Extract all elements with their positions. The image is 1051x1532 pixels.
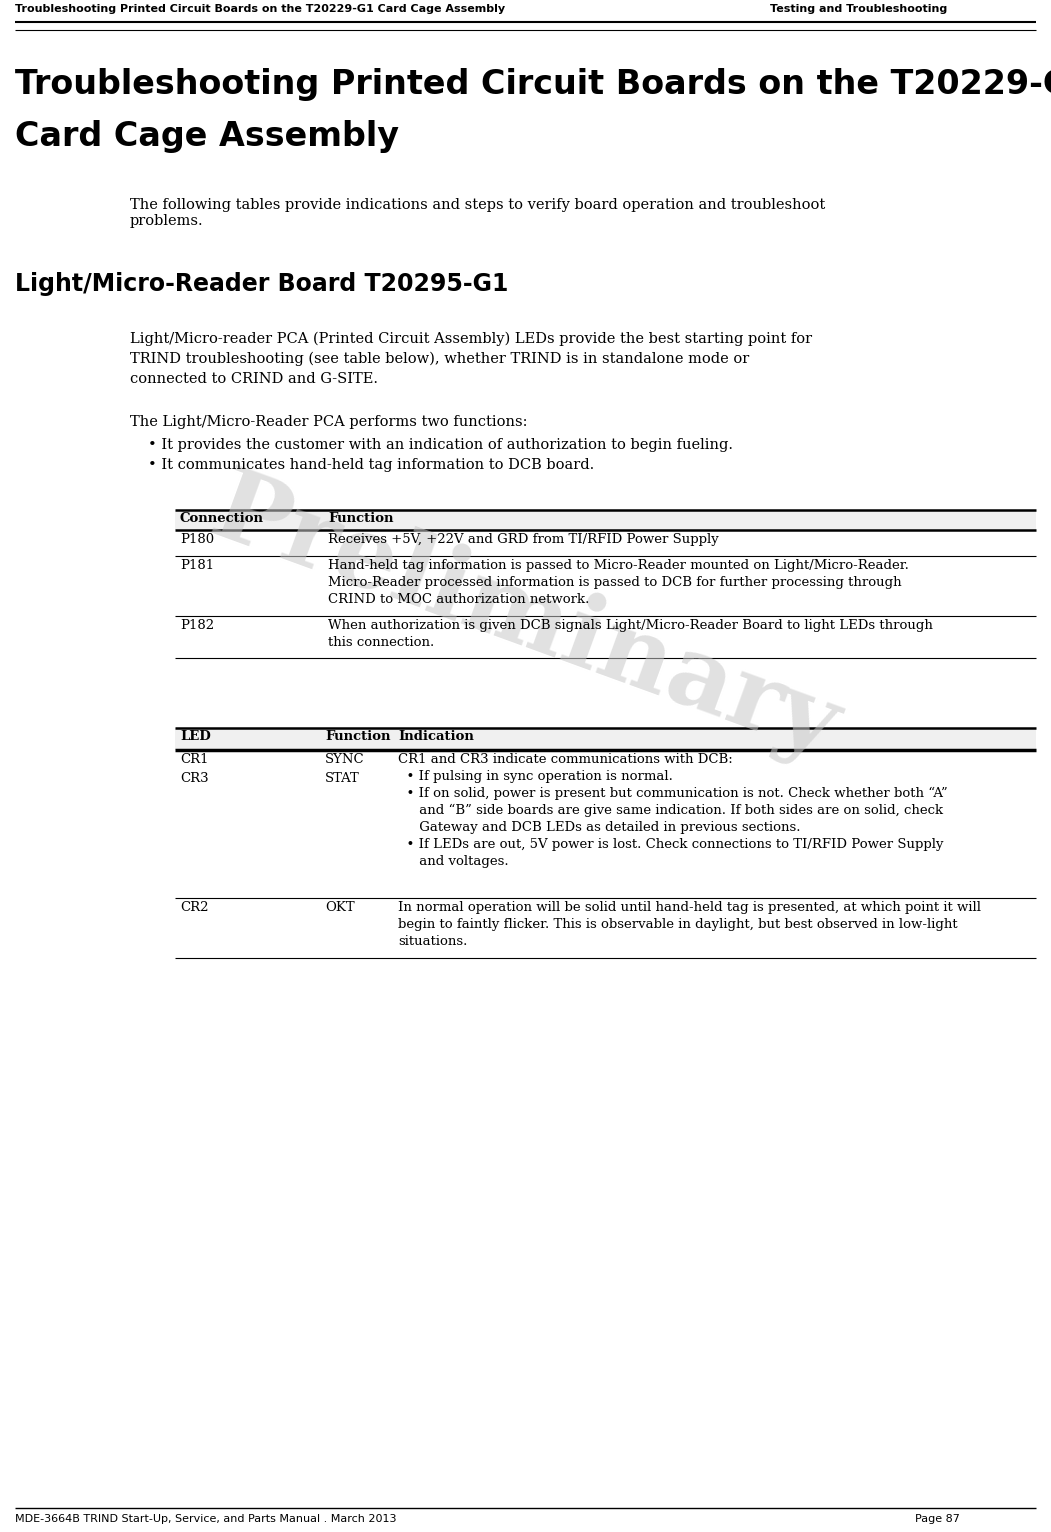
Text: Testing and Troubleshooting: Testing and Troubleshooting [770,5,947,14]
Text: In normal operation will be solid until hand-held tag is presented, at which poi: In normal operation will be solid until … [398,901,981,915]
Text: CR2: CR2 [180,901,208,915]
Text: Troubleshooting Printed Circuit Boards on the T20229-G1: Troubleshooting Printed Circuit Boards o… [15,67,1051,101]
Text: and voltages.: and voltages. [398,855,509,869]
Text: P181: P181 [180,559,214,571]
Text: • If pulsing in sync operation is normal.: • If pulsing in sync operation is normal… [398,771,673,783]
Text: P182: P182 [180,619,214,633]
Text: Indication: Indication [398,731,474,743]
Text: Connection: Connection [180,512,264,525]
Text: Function: Function [328,512,393,525]
Text: • It provides the customer with an indication of authorization to begin fueling.: • It provides the customer with an indic… [148,438,733,452]
Text: Light/Micro-reader PCA (Printed Circuit Assembly) LEDs provide the best starting: Light/Micro-reader PCA (Printed Circuit … [130,332,812,346]
Text: Troubleshooting Printed Circuit Boards on the T20229-G1 Card Cage Assembly: Troubleshooting Printed Circuit Boards o… [15,5,506,14]
Text: Hand-held tag information is passed to Micro-Reader mounted on Light/Micro-Reade: Hand-held tag information is passed to M… [328,559,909,571]
Text: Card Cage Assembly: Card Cage Assembly [15,119,399,153]
Text: MDE-3664B TRIND Start-Up, Service, and Parts Manual . March 2013: MDE-3664B TRIND Start-Up, Service, and P… [15,1514,396,1524]
Text: OKT: OKT [325,901,354,915]
Text: When authorization is given DCB signals Light/Micro-Reader Board to light LEDs t: When authorization is given DCB signals … [328,619,933,633]
Text: CR3: CR3 [180,772,209,784]
Text: P180: P180 [180,533,214,545]
Text: connected to CRIND and G-SITE.: connected to CRIND and G-SITE. [130,372,378,386]
Text: Page 87: Page 87 [915,1514,960,1524]
Text: Preliminary: Preliminary [199,461,851,778]
Bar [176,510,1036,530]
Text: SYNC: SYNC [325,754,365,766]
Text: Light/Micro-Reader Board T20295-G1: Light/Micro-Reader Board T20295-G1 [15,273,509,296]
Text: Micro-Reader processed information is passed to DCB for further processing throu: Micro-Reader processed information is pa… [328,576,902,588]
Text: TRIND troubleshooting (see table below), whether TRIND is in standalone mode or: TRIND troubleshooting (see table below),… [130,352,749,366]
Text: Receives +5V, +22V and GRD from TI/RFID Power Supply: Receives +5V, +22V and GRD from TI/RFID … [328,533,719,545]
Text: Gateway and DCB LEDs as detailed in previous sections.: Gateway and DCB LEDs as detailed in prev… [398,821,801,833]
Text: and “B” side boards are give same indication. If both sides are on solid, check: and “B” side boards are give same indica… [398,804,943,817]
Text: this connection.: this connection. [328,636,434,650]
Bar [176,728,1036,751]
Text: The Light/Micro-Reader PCA performs two functions:: The Light/Micro-Reader PCA performs two … [130,415,528,429]
Text: • It communicates hand-held tag information to DCB board.: • It communicates hand-held tag informat… [148,458,594,472]
Text: situations.: situations. [398,935,468,948]
Text: The following tables provide indications and steps to verify board operation and: The following tables provide indications… [130,198,825,228]
Text: STAT: STAT [325,772,359,784]
Text: CR1 and CR3 indicate communications with DCB:: CR1 and CR3 indicate communications with… [398,754,733,766]
Text: CRIND to MOC authorization network.: CRIND to MOC authorization network. [328,593,590,607]
Text: • If LEDs are out, 5V power is lost. Check connections to TI/RFID Power Supply: • If LEDs are out, 5V power is lost. Che… [398,838,944,850]
Text: Function: Function [325,731,391,743]
Text: CR1: CR1 [180,754,208,766]
Text: begin to faintly flicker. This is observable in daylight, but best observed in l: begin to faintly flicker. This is observ… [398,918,957,931]
Text: LED: LED [180,731,211,743]
Text: • If on solid, power is present but communication is not. Check whether both “A”: • If on solid, power is present but comm… [398,787,948,800]
